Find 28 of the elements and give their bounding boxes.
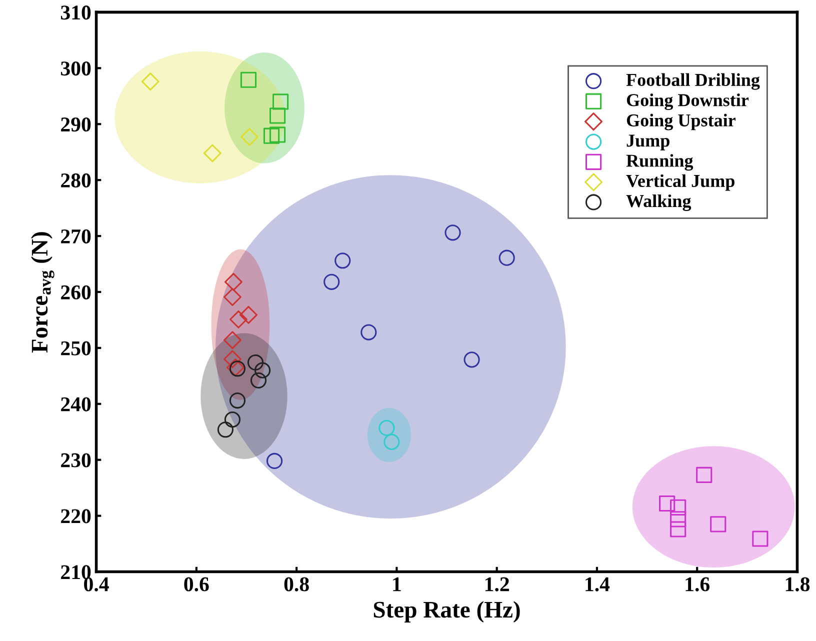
x-tick-label: 1.2: [485, 577, 509, 592]
legend-label: Running: [626, 154, 694, 171]
y-tick-label: 270: [61, 229, 91, 244]
y-tick-label: 260: [61, 285, 91, 300]
legend-label: Vertical Jump: [626, 174, 734, 191]
legend-label: Football Dribling: [626, 73, 760, 90]
y-axis-title: Force$_{avg}$ (N): [31, 232, 54, 353]
x-axis-title: Step Rate (Hz): [374, 601, 520, 622]
legend-label: Going Upstair: [626, 114, 736, 130]
x-tick-label: 1: [393, 577, 401, 592]
legend-label: Jump: [626, 134, 670, 150]
y-tick-label: 310: [60, 6, 91, 20]
y-tick-label: 240: [61, 397, 91, 412]
x-tick-label: 0.4: [84, 577, 109, 592]
y-tick-label: 300: [60, 62, 91, 76]
y-tick-label: 280: [61, 173, 91, 188]
y-tick-label: 250: [61, 341, 91, 356]
y-tick-label: 290: [61, 117, 91, 132]
y-tick-label: 230: [61, 453, 91, 468]
x-tick-label: 0.8: [284, 577, 309, 592]
y-tick-label: 210: [61, 565, 91, 580]
x-tick-label: 0.6: [184, 577, 209, 592]
x-tick-label: 1.8: [786, 577, 810, 592]
x-tick-label: 1.6: [686, 577, 710, 592]
legend-label: Walking: [626, 194, 692, 211]
x-tick-label: 1.4: [586, 577, 610, 592]
legend-label: Going Downstir: [626, 94, 749, 110]
y-tick-label: 220: [61, 509, 91, 524]
